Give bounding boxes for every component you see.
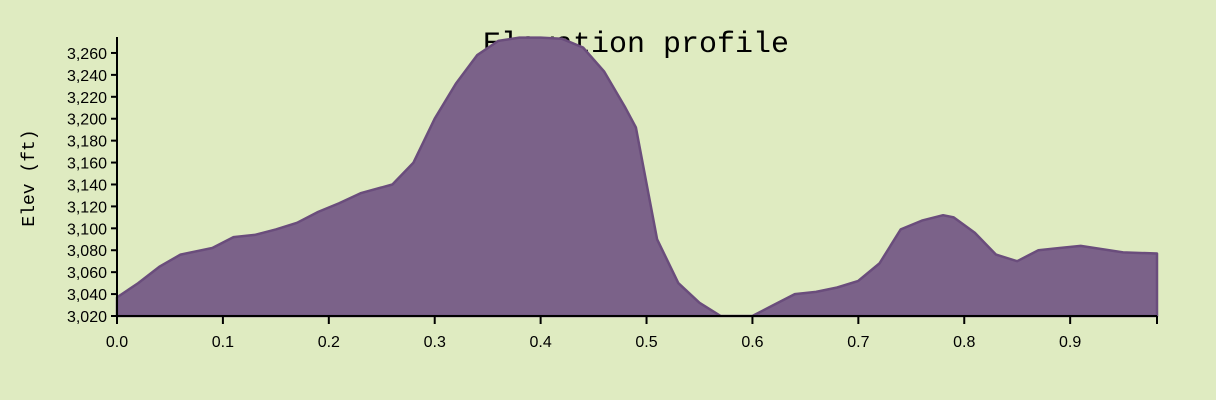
x-tick-label: 0.1 <box>212 334 234 351</box>
y-tick-label: 3,080 <box>67 243 107 260</box>
y-tick-label: 3,100 <box>67 221 107 238</box>
x-tick-label: 0.9 <box>1059 334 1081 351</box>
x-tick-label: 0.8 <box>953 334 975 351</box>
y-tick-label: 3,180 <box>67 134 107 151</box>
x-tick-label: 0.7 <box>847 334 869 351</box>
x-tick-label: 0.4 <box>530 334 552 351</box>
y-tick-label: 3,240 <box>67 68 107 85</box>
x-axis: 0.0 0.1 0.2 0.3 0.4 0.5 0.6 0.7 0.8 0.9 <box>106 315 1158 351</box>
y-tick-label: 3,220 <box>67 90 107 107</box>
x-tick-label: 0.2 <box>318 334 340 351</box>
y-tick-label: 3,160 <box>67 156 107 173</box>
elevation-area-group <box>115 36 1159 318</box>
y-tick-label: 3,020 <box>67 309 107 326</box>
elevation-area <box>115 36 1159 318</box>
y-tick-label: 3,260 <box>67 46 107 63</box>
x-tick-label: 0.5 <box>635 334 657 351</box>
y-tick-label: 3,140 <box>67 177 107 194</box>
x-tick-label: 0.0 <box>106 334 128 351</box>
x-tick-label: 0.6 <box>741 334 763 351</box>
y-tick-label: 3,120 <box>67 199 107 216</box>
y-tick-label: 3,040 <box>67 287 107 304</box>
y-axis: 3,020 3,040 3,060 3,080 3,100 3,120 3,140 3,160… <box>67 37 118 326</box>
y-tick-label: 3,200 <box>67 112 107 129</box>
x-tick-label: 0.3 <box>424 334 446 351</box>
y-tick-label: 3,060 <box>67 265 107 282</box>
y-axis-title: Elev (ft) <box>20 129 40 226</box>
